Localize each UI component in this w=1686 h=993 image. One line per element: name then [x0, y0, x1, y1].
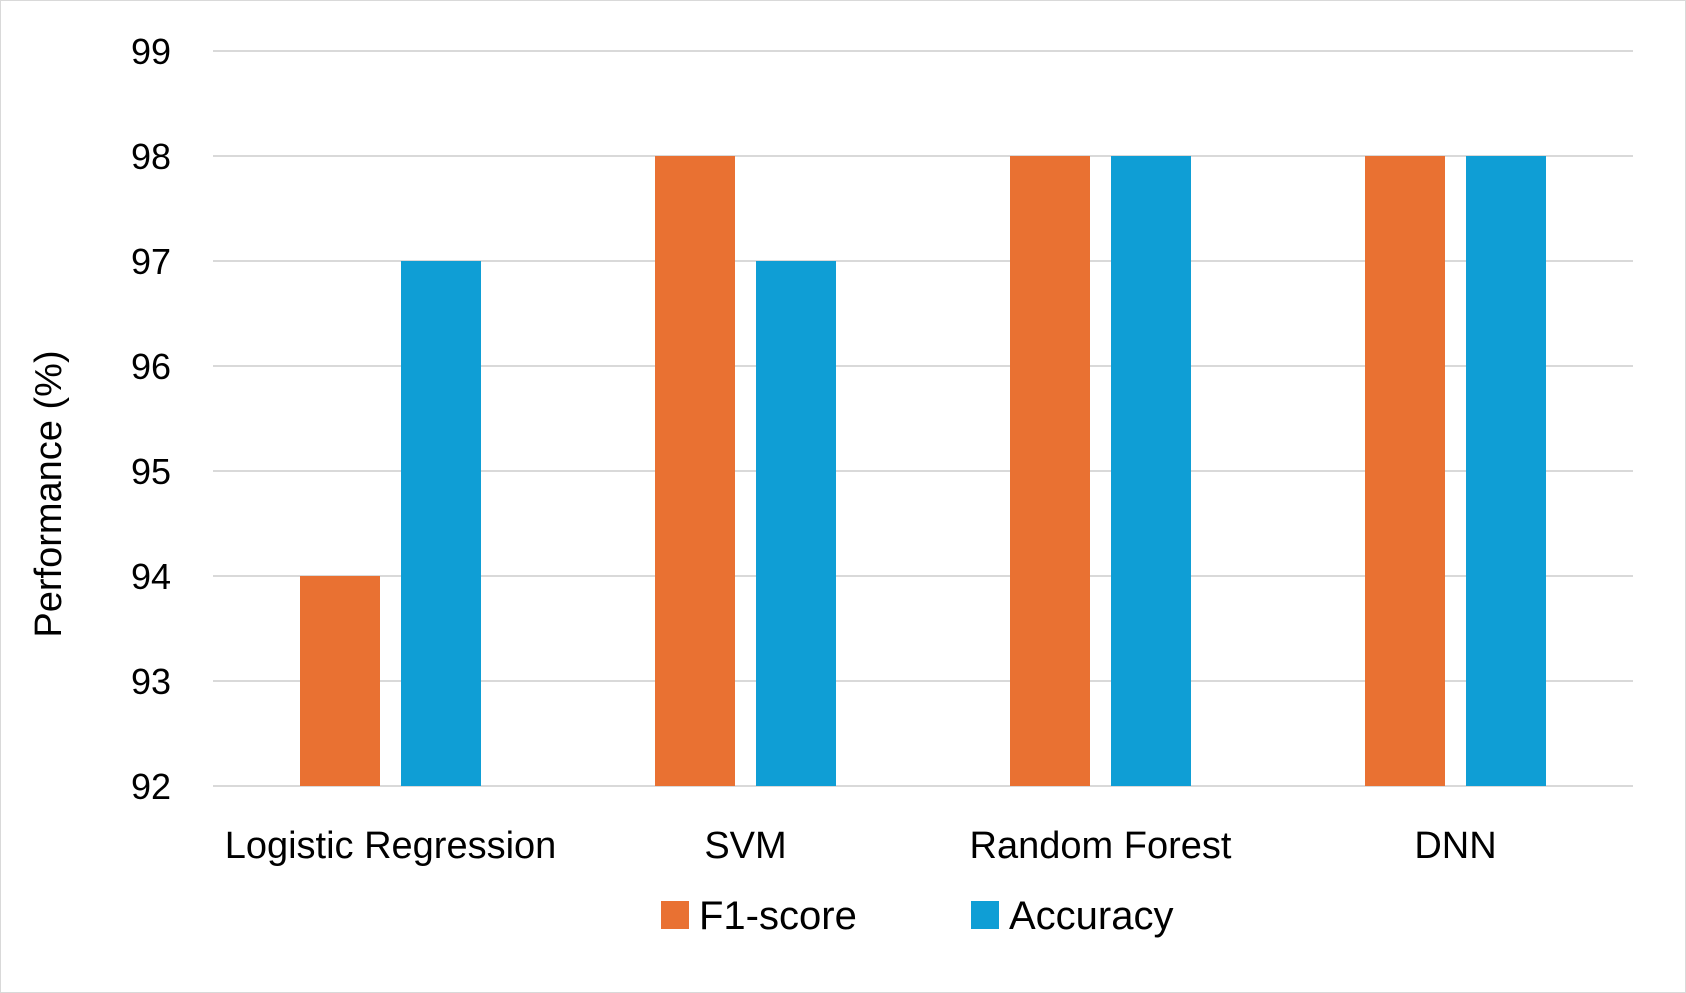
y-tick-label: 93 [131, 661, 171, 702]
y-tick-label: 92 [131, 766, 171, 807]
legend-swatch [971, 901, 999, 929]
y-tick-label: 99 [131, 31, 171, 72]
bar-accuracy-logistic-regression [401, 261, 481, 786]
bar-f1-score-random-forest [1010, 156, 1090, 786]
legend-label: Accuracy [1009, 894, 1174, 938]
bar-accuracy-svm [756, 261, 836, 786]
y-tick-label: 95 [131, 451, 171, 492]
y-axis-title: Performance (%) [28, 350, 70, 637]
bar-accuracy-dnn [1466, 156, 1546, 786]
x-category-label: Logistic Regression [225, 825, 557, 867]
bar-accuracy-random-forest [1111, 156, 1191, 786]
y-tick-label: 97 [131, 241, 171, 282]
bars [300, 156, 1546, 786]
x-axis-category-labels: Logistic Regression SVM Random Forest DNN [225, 825, 1497, 867]
bar-f1-score-logistic-regression [300, 576, 380, 786]
y-tick-label: 94 [131, 556, 171, 597]
y-tick-label: 98 [131, 136, 171, 177]
x-category-label: SVM [704, 825, 786, 867]
legend-label: F1-score [699, 894, 857, 938]
bar-f1-score-dnn [1365, 156, 1445, 786]
x-category-label: Random Forest [970, 825, 1232, 867]
bar-f1-score-svm [655, 156, 735, 786]
y-axis-tick-labels: 92 93 94 95 96 97 98 99 [131, 31, 171, 807]
legend: F1-score Accuracy [661, 894, 1174, 938]
legend-swatch [661, 901, 689, 929]
y-tick-label: 96 [131, 346, 171, 387]
x-category-label: DNN [1414, 825, 1496, 867]
